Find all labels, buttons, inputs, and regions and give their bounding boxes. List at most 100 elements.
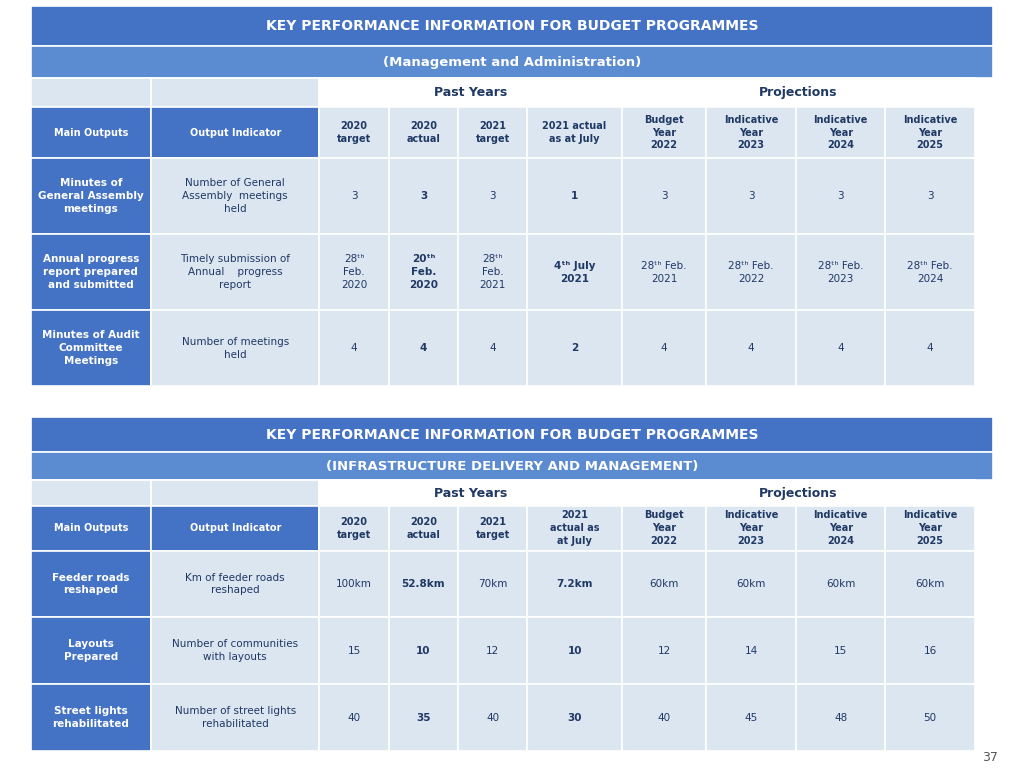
Bar	[152, 234, 319, 310]
Bar	[886, 158, 975, 234]
Text: 2021
target: 2021 target	[475, 121, 510, 144]
Text: Minutes of Audit
Committee
Meetings: Minutes of Audit Committee Meetings	[42, 330, 139, 366]
Bar	[152, 505, 319, 551]
Bar	[527, 234, 622, 310]
Bar	[31, 417, 993, 452]
Text: Street lights
rehabilitated: Street lights rehabilitated	[52, 707, 129, 729]
Text: 16: 16	[924, 646, 937, 656]
Bar	[796, 684, 886, 751]
Bar	[389, 684, 458, 751]
Text: 1: 1	[571, 191, 579, 201]
Text: 2021
target: 2021 target	[475, 517, 510, 539]
Bar	[319, 551, 389, 617]
Text: 40: 40	[347, 713, 360, 723]
Text: 28ᵗʰ
Feb.
2021: 28ᵗʰ Feb. 2021	[479, 254, 506, 290]
Text: 28ᵗʰ Feb.
2023: 28ᵗʰ Feb. 2023	[818, 261, 863, 283]
Bar	[31, 234, 152, 310]
Bar	[152, 684, 319, 751]
Bar	[319, 505, 389, 551]
Bar	[527, 310, 622, 386]
Bar	[527, 107, 622, 158]
Bar	[622, 310, 707, 386]
Text: Indicative
Year
2024: Indicative Year 2024	[813, 510, 868, 546]
Text: 60km: 60km	[826, 579, 855, 589]
Text: 2021
actual as
at July: 2021 actual as at July	[550, 510, 599, 546]
Text: 2020
actual: 2020 actual	[407, 121, 440, 144]
Bar	[319, 481, 622, 505]
Text: 20ᵗʰ
Feb.
2020: 20ᵗʰ Feb. 2020	[409, 254, 438, 290]
Bar	[31, 452, 993, 481]
Text: KEY PERFORMANCE INFORMATION FOR BUDGET PROGRAMMES: KEY PERFORMANCE INFORMATION FOR BUDGET P…	[266, 19, 758, 33]
Bar	[458, 107, 527, 158]
Text: Past Years: Past Years	[434, 486, 507, 499]
Bar	[796, 505, 886, 551]
Text: Output Indicator: Output Indicator	[189, 523, 281, 533]
Bar	[622, 505, 707, 551]
Text: 15: 15	[347, 646, 360, 656]
Bar	[707, 551, 796, 617]
Bar	[886, 551, 975, 617]
Bar	[458, 158, 527, 234]
Bar	[458, 505, 527, 551]
Text: 4: 4	[420, 343, 427, 353]
Text: 3: 3	[489, 191, 496, 201]
Bar	[886, 107, 975, 158]
Text: 30: 30	[567, 713, 582, 723]
Text: 70km: 70km	[478, 579, 508, 589]
Bar	[707, 234, 796, 310]
Bar	[389, 158, 458, 234]
Bar	[319, 78, 622, 107]
Bar	[886, 617, 975, 684]
Text: 35: 35	[416, 713, 431, 723]
Text: 2020
actual: 2020 actual	[407, 517, 440, 539]
Bar	[31, 684, 152, 751]
Bar	[796, 234, 886, 310]
Bar	[31, 505, 152, 551]
Text: 4: 4	[351, 343, 357, 353]
Text: 10: 10	[416, 646, 431, 656]
Bar	[152, 617, 319, 684]
Text: 28ᵗʰ Feb.
2021: 28ᵗʰ Feb. 2021	[641, 261, 687, 283]
Text: 40: 40	[657, 713, 671, 723]
Bar	[886, 505, 975, 551]
Bar	[796, 107, 886, 158]
Text: 3: 3	[420, 191, 427, 201]
Text: Projections: Projections	[759, 86, 838, 99]
Text: 3: 3	[351, 191, 357, 201]
Text: 4: 4	[489, 343, 496, 353]
Bar	[886, 310, 975, 386]
Bar	[707, 684, 796, 751]
Bar	[31, 310, 152, 386]
Bar	[622, 684, 707, 751]
Bar	[527, 505, 622, 551]
Bar	[389, 617, 458, 684]
Bar	[152, 310, 319, 386]
Text: 10: 10	[567, 646, 582, 656]
Text: 50: 50	[924, 713, 937, 723]
Bar	[319, 617, 389, 684]
Bar	[31, 46, 993, 78]
Text: (Management and Administration): (Management and Administration)	[383, 56, 641, 68]
Bar	[707, 505, 796, 551]
Bar	[622, 481, 975, 505]
Bar	[622, 551, 707, 617]
Text: 2021 actual
as at July: 2021 actual as at July	[543, 121, 606, 144]
Bar	[31, 551, 152, 617]
Text: 48: 48	[835, 713, 847, 723]
Bar	[622, 234, 707, 310]
Text: Indicative
Year
2023: Indicative Year 2023	[724, 510, 778, 546]
Text: 15: 15	[835, 646, 847, 656]
Bar	[31, 617, 152, 684]
Bar	[152, 158, 319, 234]
Text: Minutes of
General Assembly
meetings: Minutes of General Assembly meetings	[38, 178, 143, 214]
Text: Number of General
Assembly  meetings
held: Number of General Assembly meetings held	[182, 178, 288, 214]
Text: 12: 12	[486, 646, 500, 656]
Text: 60km: 60km	[736, 579, 766, 589]
Text: Km of feeder roads
reshaped: Km of feeder roads reshaped	[185, 573, 285, 595]
Text: (INFRASTRUCTURE DELIVERY AND MANAGEMENT): (INFRASTRUCTURE DELIVERY AND MANAGEMENT)	[326, 460, 698, 473]
Bar	[389, 505, 458, 551]
Text: 2020
target: 2020 target	[337, 517, 372, 539]
Bar	[796, 551, 886, 617]
Bar	[152, 551, 319, 617]
Bar	[389, 107, 458, 158]
